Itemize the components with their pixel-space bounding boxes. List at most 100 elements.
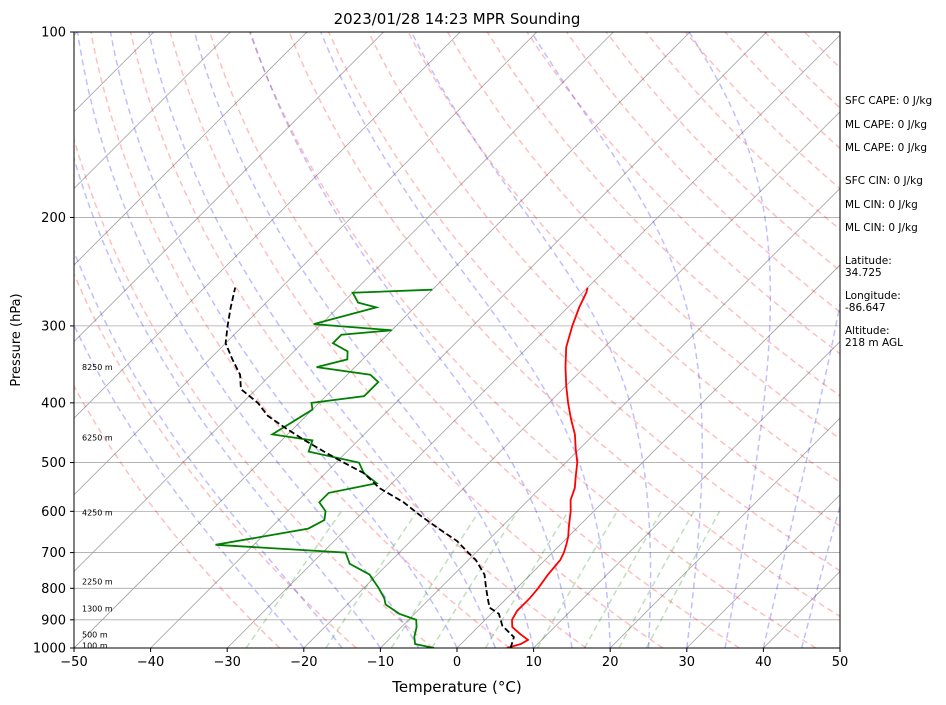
moist-adiabat — [148, 32, 497, 648]
y-tick-label: 700 — [41, 546, 66, 561]
sounding-traces — [215, 287, 589, 648]
dry-adiabat — [74, 272, 357, 648]
moist-adiabat — [530, 32, 704, 648]
altitude-label: Altitude: 218 m AGL — [845, 325, 903, 349]
height-label: 1300 m — [82, 604, 113, 613]
dry-adiabat — [248, 32, 817, 648]
mixing-ratio-line — [536, 510, 618, 648]
dry-adiabat — [74, 136, 434, 648]
isotherm-line — [74, 32, 308, 266]
sfc-cape-label: SFC CAPE: 0 J/kg — [845, 95, 933, 107]
background-grid — [0, 32, 840, 648]
moist-adiabat — [109, 32, 458, 648]
dry-adiabat — [209, 32, 740, 648]
x-tick-label: 10 — [525, 655, 542, 670]
y-axis-ticks: 1000 900 800 700 600 500 400 300 200 100 — [33, 26, 74, 657]
dry-adiabat — [288, 32, 840, 618]
height-labels: 8250 m 6250 m 4250 m 2250 m 1300 m 500 m 100 m — [82, 363, 113, 650]
isotherm-line — [686, 494, 840, 648]
moist-adiabat — [688, 32, 772, 648]
x-axis-ticks: −50 −40 −30 −20 −10 0 10 20 30 40 50 — [60, 648, 848, 670]
isotherm-line — [380, 187, 840, 648]
height-label: 2250 m — [82, 578, 113, 587]
dry-adiabat — [565, 32, 840, 313]
dry-adiabat — [74, 384, 281, 648]
temperature-trace — [506, 287, 589, 648]
isotherm-line — [74, 32, 461, 419]
mixing-ratio-line — [245, 510, 343, 648]
mixing-ratio-line — [325, 510, 418, 648]
longitude-label: Longitude: -86.647 — [845, 290, 901, 314]
moist-adiabat — [74, 155, 382, 648]
y-tick-label: 900 — [41, 613, 66, 628]
chart-title: 2023/01/28 14:23 MPR Sounding — [334, 10, 581, 28]
x-tick-label: 40 — [755, 655, 772, 670]
y-tick-label: 600 — [41, 505, 66, 520]
moist-adiabat — [762, 300, 840, 648]
ml-cape-label-2: ML CAPE: 0 J/kg — [845, 142, 928, 154]
dry-adiabat — [367, 32, 840, 528]
plot-frame — [73, 31, 841, 649]
moist-adiabat — [410, 32, 652, 648]
height-label: 500 m — [82, 630, 108, 639]
ml-cape-label: ML CAPE: 0 J/kg — [845, 119, 928, 131]
y-tick-label: 500 — [41, 456, 66, 471]
dry-adiabat — [169, 32, 664, 648]
mixing-ratio-line — [645, 510, 721, 648]
x-tick-label: −20 — [290, 655, 317, 670]
moist-adiabat — [193, 32, 535, 648]
dry-adiabat — [526, 32, 840, 355]
isotherm-line — [74, 32, 614, 572]
moist-adiabat — [320, 32, 611, 648]
isotherm-line — [150, 32, 767, 648]
mixing-ratio-line — [431, 510, 519, 648]
moist-adiabat — [74, 249, 343, 648]
height-label: 6250 m — [82, 433, 113, 442]
dry-adiabat — [407, 32, 840, 484]
latitude-label: Latitude: 34.725 — [845, 255, 892, 279]
dewpoint-trace — [215, 288, 435, 648]
x-tick-label: 20 — [602, 655, 619, 670]
mixing-ratio-line — [484, 510, 569, 648]
mixing-ratio-line — [390, 510, 480, 648]
moist-adiabat — [76, 32, 420, 648]
mixing-ratio-line — [618, 510, 695, 648]
y-tick-label: 800 — [41, 582, 66, 597]
moist-adiabat — [249, 32, 573, 648]
y-tick-label: 400 — [41, 396, 66, 411]
x-tick-label: 50 — [832, 655, 849, 670]
y-tick-label: 300 — [41, 319, 66, 334]
x-tick-label: −40 — [137, 655, 164, 670]
isotherm-line — [303, 111, 840, 648]
isotherm-line — [0, 32, 1, 648]
isotherm-line — [456, 264, 840, 648]
isotherm-line — [533, 341, 840, 648]
y-tick-label: 1000 — [33, 642, 66, 657]
height-label: 8250 m — [82, 363, 113, 372]
y-tick-label: 200 — [41, 211, 66, 226]
x-tick-label: −10 — [367, 655, 394, 670]
parcel-profile-trace — [224, 287, 515, 648]
x-tick-label: 30 — [679, 655, 696, 670]
isotherm-line — [74, 32, 538, 496]
isotherm-line — [226, 34, 840, 648]
isotherm-line — [74, 32, 691, 648]
dry-adiabat — [486, 32, 840, 397]
dry-adiabat — [328, 32, 840, 572]
x-tick-label: −50 — [60, 655, 87, 670]
isotherm-line — [609, 417, 840, 648]
mixing-ratio-line — [583, 510, 663, 648]
isotherm-line — [74, 32, 384, 343]
ml-cin-label-2: ML CIN: 0 J/kg — [845, 222, 918, 234]
y-axis-label: Pressure (hPa) — [9, 293, 24, 386]
x-tick-label: 0 — [453, 655, 461, 670]
dry-adiabat — [90, 32, 510, 648]
ml-cin-label: ML CIN: 0 J/kg — [845, 199, 918, 211]
x-tick-label: −30 — [213, 655, 240, 670]
isotherm-line — [74, 32, 231, 189]
dry-adiabat — [447, 32, 840, 440]
height-label: 100 m — [82, 641, 108, 650]
moist-adiabat — [800, 503, 840, 648]
sfc-cin-label: SFC CIN: 0 J/kg — [845, 175, 923, 187]
